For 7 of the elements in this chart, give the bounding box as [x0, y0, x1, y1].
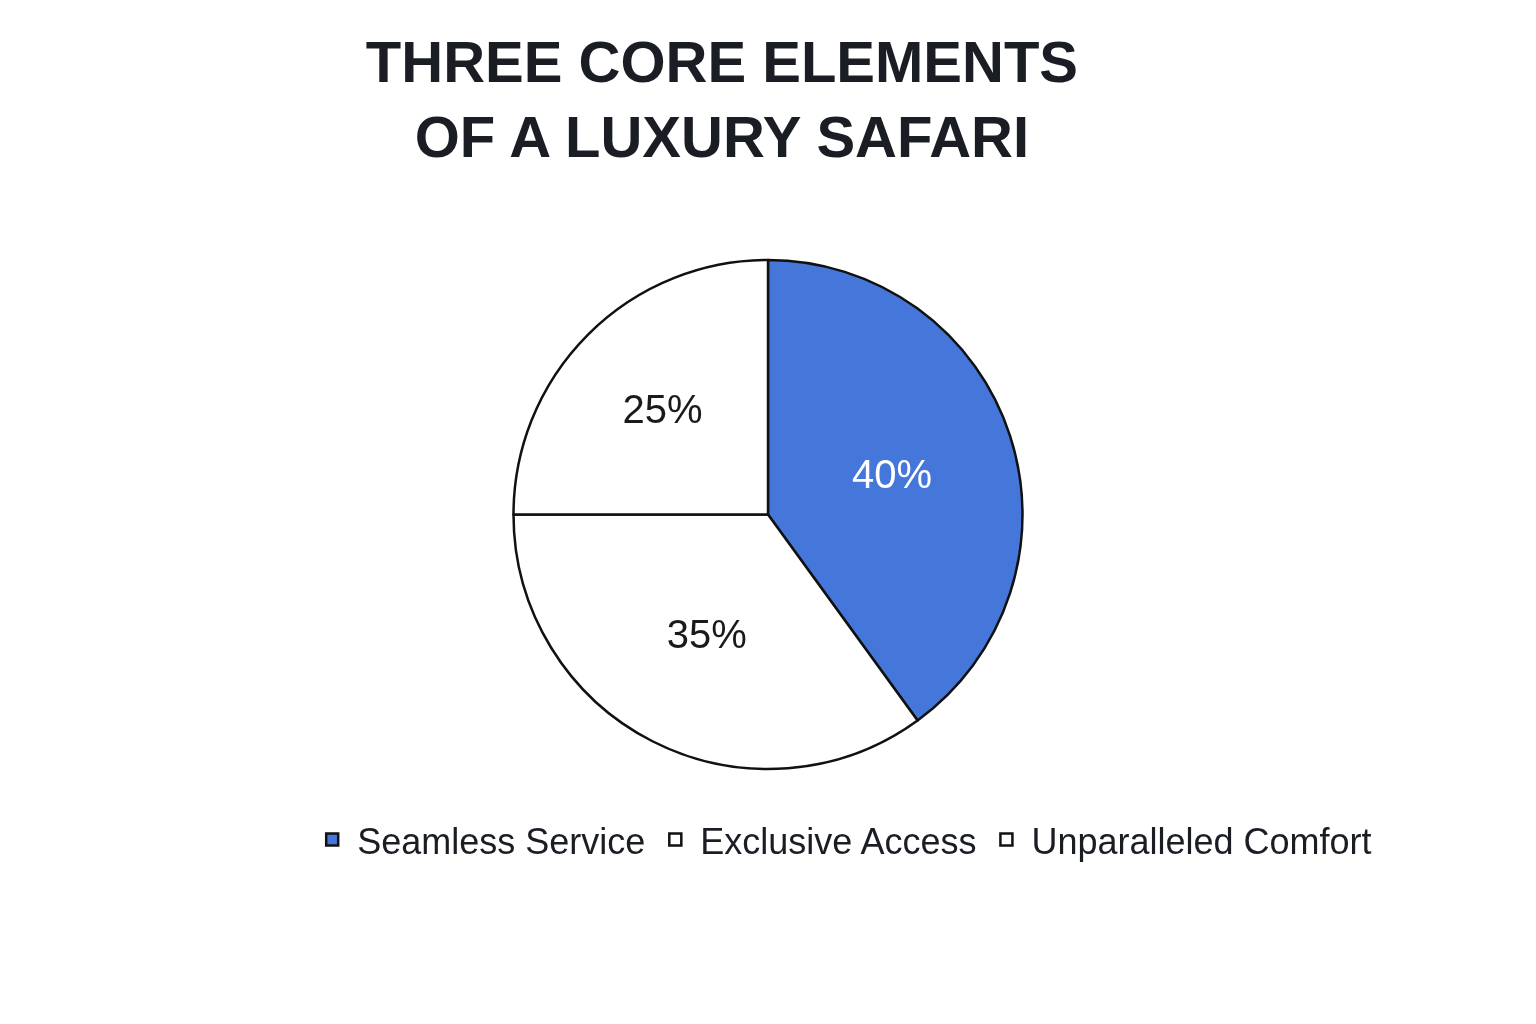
data-label: 25%	[622, 387, 703, 432]
data-label: 40%	[852, 452, 933, 497]
legend-label: Unparalleled Comfort	[1031, 820, 1372, 862]
legend-label: Seamless Service	[357, 820, 646, 862]
data-label: 35%	[666, 612, 747, 657]
legend-label: Exclusive Access	[700, 820, 977, 862]
chart-title: THREE CORE ELEMENTS OF A LUXURY SAFARI	[365, 28, 1079, 170]
